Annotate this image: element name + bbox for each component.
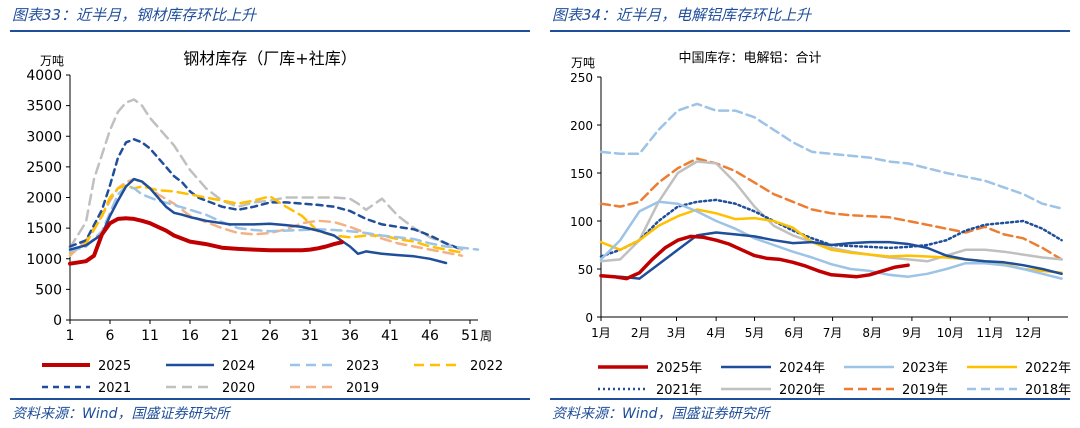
legend-label: 2025年 xyxy=(656,361,702,376)
x-tick-label: 11月 xyxy=(976,326,1003,340)
legend-label: 2024年 xyxy=(779,361,825,376)
series-line-2022 xyxy=(68,184,464,254)
left-figure-panel: 图表33：近半月，钢材库存环比上升 钢材库存（厂库+社库） 万吨 0 500 1000 1… xyxy=(10,6,530,422)
legend-item: 2022年 xyxy=(967,361,1071,376)
legend-item: 2024 xyxy=(166,359,255,374)
legend-item: 2025年 xyxy=(598,361,702,376)
legend-item: 2025 xyxy=(42,359,131,374)
y-tick-label: 2000 xyxy=(26,191,62,207)
x-tick-label: 36 xyxy=(341,328,359,344)
x-tick-label: 7月 xyxy=(823,326,843,340)
x-tick-label: 31 xyxy=(301,328,319,344)
x-tick-label: 16 xyxy=(181,328,199,344)
series-line-2020年 xyxy=(599,160,1063,263)
series-line-2021 xyxy=(68,138,464,251)
figure-title: 图表33：近半月，钢材库存环比上升 xyxy=(12,6,257,24)
y-tick-label: 2500 xyxy=(26,160,62,176)
x-tick-label: 51 xyxy=(461,328,479,344)
x-tick-label: 46 xyxy=(421,328,439,344)
series-line-2019年 xyxy=(599,157,1063,261)
figure-title: 图表34：近半月，电解铝库存环比上升 xyxy=(552,6,812,24)
legend-item: 2022 xyxy=(414,359,503,374)
y-tick-label: 1500 xyxy=(26,221,62,237)
x-tick-label: 1 xyxy=(66,328,75,344)
x-tick-label: 8月 xyxy=(862,326,882,340)
series-line-2019 xyxy=(68,177,464,257)
x-tick-label: 9月 xyxy=(902,326,922,340)
legend-item: 2021 xyxy=(42,381,131,396)
legend-item: 2019年 xyxy=(844,383,948,398)
y-tick-label: 500 xyxy=(35,282,62,298)
legend-label: 2025 xyxy=(98,359,131,374)
legend-item: 2023 xyxy=(290,359,379,374)
x-tick-label: 4月 xyxy=(706,326,726,340)
series-line-2020 xyxy=(68,98,464,251)
y-tick-label: 0 xyxy=(53,313,62,329)
x-tick-label: 6月 xyxy=(784,326,804,340)
legend-label: 2022年 xyxy=(1025,361,1071,376)
title-rule xyxy=(550,30,1070,32)
legend-label: 2018年 xyxy=(1025,383,1071,398)
y-tick-label: 0 xyxy=(585,311,593,325)
x-tick-label: 1月 xyxy=(591,326,611,340)
legend-item: 2020 xyxy=(166,381,255,396)
y-tick-label: 4000 xyxy=(26,68,62,84)
legend-item: 2018年 xyxy=(967,383,1071,398)
x-tick-label: 3月 xyxy=(667,326,687,340)
y-tick-label: 3000 xyxy=(26,129,62,145)
legend-item: 2021年 xyxy=(598,383,702,398)
y-tick-label: 200 xyxy=(570,119,593,133)
source-rule xyxy=(10,398,530,400)
y-tick-label: 50 xyxy=(578,263,593,277)
aluminum-inventory-chart: 中国库存：电解铝：合计 万吨 0 50 100 150 200 250 1月 2月 3月 4月 5月 6月… xyxy=(570,50,1071,398)
legend-item: 2024年 xyxy=(721,361,825,376)
x-tick-label: 6 xyxy=(106,328,115,344)
legend-label: 2021年 xyxy=(656,383,702,398)
series-line-2024年 xyxy=(599,231,1063,280)
x-tick-label: 11 xyxy=(141,328,159,344)
legend-label: 2022 xyxy=(470,359,503,374)
series-line-2024 xyxy=(68,177,448,265)
legend-label: 2024 xyxy=(222,359,255,374)
steel-inventory-chart: 钢材库存（厂库+社库） 万吨 0 500 1000 1500 2000 2500 3000 350… xyxy=(26,49,503,396)
y-axis-label: 万吨 xyxy=(40,54,64,68)
y-tick-label: 3500 xyxy=(26,99,62,115)
chart-title: 中国库存：电解铝：合计 xyxy=(678,50,821,66)
legend-label: 2019 xyxy=(346,381,379,396)
series-line-2025年 xyxy=(599,234,910,281)
series-line-2025 xyxy=(68,216,344,266)
x-tick-label: 12月 xyxy=(1015,326,1042,340)
legend-item: 2019 xyxy=(290,381,379,396)
legend-item: 2023年 xyxy=(844,361,948,376)
series-line-2023年 xyxy=(599,200,1063,280)
source-note: 资料来源：Wind，国盛证券研究所 xyxy=(552,406,770,422)
y-tick-label: 1000 xyxy=(26,252,62,268)
x-tick-label: 26 xyxy=(261,328,279,344)
source-rule xyxy=(550,398,1070,400)
x-tick-label: 21 xyxy=(221,328,239,344)
right-figure-panel: 图表34：近半月，电解铝库存环比上升 中国库存：电解铝：合计 万吨 0 50 100 15… xyxy=(540,0,1080,428)
legend-label: 2023年 xyxy=(902,361,948,376)
x-tick-label: 2月 xyxy=(631,326,651,340)
series-line-2018年 xyxy=(599,102,1063,210)
legend-label: 2021 xyxy=(98,381,131,396)
legend-item: 2020年 xyxy=(721,383,825,398)
y-tick-label: 100 xyxy=(570,215,593,229)
x-axis-label: 周 xyxy=(480,329,492,343)
legend-label: 2019年 xyxy=(902,383,948,398)
y-tick-label: 250 xyxy=(570,71,593,85)
y-axis-label: 万吨 xyxy=(571,56,595,70)
legend-label: 2020年 xyxy=(779,383,825,398)
legend-label: 2020 xyxy=(222,381,255,396)
x-tick-label: 10月 xyxy=(937,326,964,340)
y-tick-label: 150 xyxy=(570,167,593,181)
chart-title: 钢材库存（厂库+社库） xyxy=(183,49,356,68)
x-tick-label: 5月 xyxy=(745,326,765,340)
title-rule xyxy=(10,30,530,32)
legend-label: 2023 xyxy=(346,359,379,374)
x-tick-label: 41 xyxy=(381,328,399,344)
source-note: 资料来源：Wind，国盛证券研究所 xyxy=(12,406,230,422)
